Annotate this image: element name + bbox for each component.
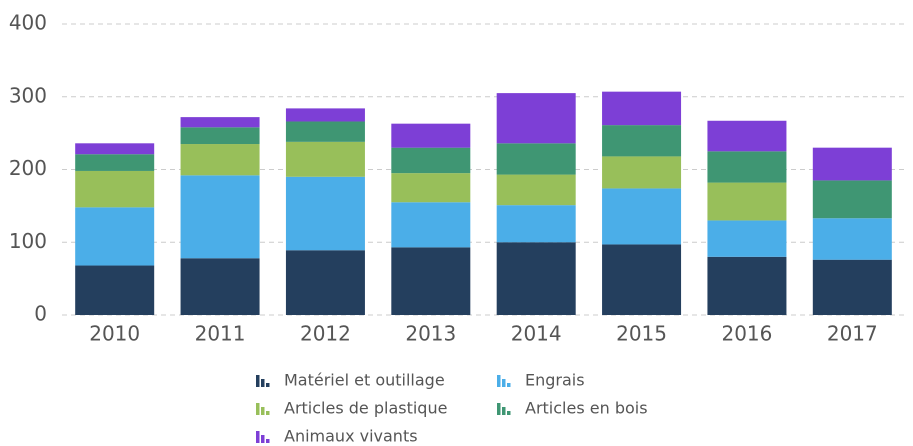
legend-icon [497, 403, 501, 415]
legend-label: Engrais [525, 371, 585, 390]
y-tick-label: 200 [9, 156, 47, 180]
legend-icon [507, 383, 511, 387]
bar-segment [496, 205, 576, 243]
legend-icon [266, 439, 270, 443]
bar-segment [812, 180, 892, 219]
bar-segment [180, 117, 260, 128]
y-tick-label: 400 [9, 11, 47, 35]
bar-segment [180, 175, 260, 259]
legend-icon [502, 379, 506, 387]
bar-segment [496, 93, 576, 144]
bar-segment [75, 207, 155, 266]
bar-segment [391, 173, 471, 203]
legend-icon [256, 403, 260, 415]
bar-segment [285, 176, 365, 251]
bar-segment [285, 121, 365, 142]
bar-segment [602, 91, 682, 126]
bar-segment [707, 151, 787, 183]
x-tick-label: 2015 [616, 322, 667, 346]
y-tick-label: 300 [9, 83, 47, 107]
bar-segment [75, 170, 155, 208]
x-tick-label: 2012 [300, 322, 351, 346]
bar-segment [180, 127, 260, 145]
legend-icon [261, 379, 265, 387]
bar-segment [180, 258, 260, 315]
x-tick-label: 2013 [405, 322, 456, 346]
bar-segment [707, 182, 787, 221]
bar-segment [285, 108, 365, 122]
legend-label: Articles de plastique [284, 399, 447, 418]
legend-icon [502, 407, 506, 415]
bar-segment [707, 220, 787, 257]
x-tick-label: 2010 [89, 322, 140, 346]
legend-icon [266, 411, 270, 415]
legend-icon [261, 407, 265, 415]
bar-segment [75, 143, 155, 155]
bar-segment [602, 156, 682, 189]
legend-icon [261, 435, 265, 443]
x-tick-label: 2017 [827, 322, 878, 346]
bar-segment [180, 144, 260, 176]
bar-segment [496, 174, 576, 206]
bar-segment [496, 242, 576, 315]
y-tick-label: 100 [9, 229, 47, 253]
bar-segment [391, 247, 471, 315]
legend-label: Articles en bois [525, 399, 648, 418]
bar-segment [602, 244, 682, 315]
x-tick-label: 2016 [721, 322, 772, 346]
legend-icon [507, 411, 511, 415]
legend-icon [266, 383, 270, 387]
legend-label: Animaux vivants [284, 427, 418, 446]
bar-segment [602, 125, 682, 157]
bar-segment [707, 256, 787, 315]
bar-segment [391, 147, 471, 174]
y-tick-label: 0 [34, 302, 47, 326]
legend-icon [256, 431, 260, 443]
bar-segment [75, 154, 155, 171]
bar-segment [285, 250, 365, 315]
x-tick-label: 2014 [511, 322, 562, 346]
legend-icon [256, 375, 260, 387]
x-tick-label: 2011 [195, 322, 246, 346]
bar-segment [496, 143, 576, 175]
legend-label: Matériel et outillage [284, 371, 445, 390]
bar-segment [812, 218, 892, 260]
bar-segment [602, 188, 682, 245]
legend-icon [497, 375, 501, 387]
bar-segment [391, 202, 471, 248]
bar-segment [285, 141, 365, 177]
bar-segment [75, 265, 155, 315]
bar-segment [812, 147, 892, 181]
bar-segment [812, 259, 892, 315]
bar-segment [707, 120, 787, 152]
bar-segment [391, 123, 471, 148]
